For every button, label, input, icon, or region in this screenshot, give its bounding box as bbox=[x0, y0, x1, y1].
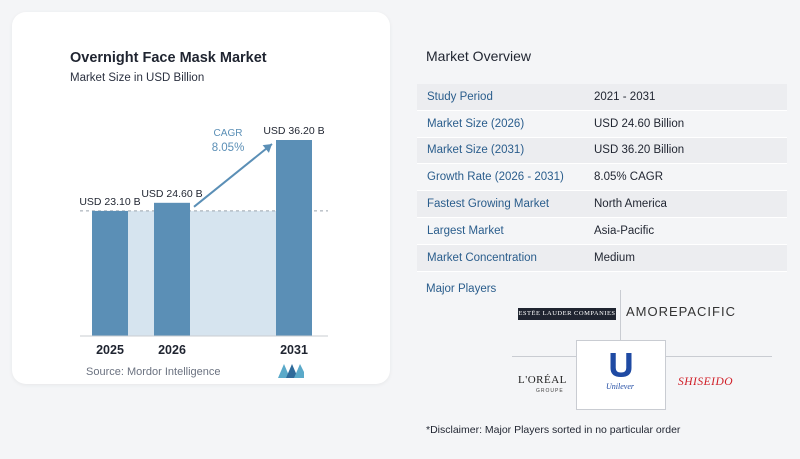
overview-key: Largest Market bbox=[427, 224, 504, 237]
overview-table: Study Period 2021 - 2031 Market Size (2026… bbox=[417, 84, 787, 272]
overview-value: Medium bbox=[594, 251, 635, 264]
bar-2031 bbox=[276, 140, 312, 336]
cagr-value: 8.05% bbox=[212, 142, 245, 154]
chart-subtitle: Market Size in USD Billion bbox=[70, 72, 205, 84]
overview-row: Market Size (2026) USD 24.60 Billion bbox=[417, 110, 787, 138]
overview-key: Market Concentration bbox=[427, 251, 537, 264]
bar-2025 bbox=[92, 210, 128, 336]
player-estee-lauder: ESTĒE LAUDER COMPANIES bbox=[518, 308, 616, 320]
mordor-logo-icon bbox=[278, 364, 304, 378]
overview-key: Growth Rate (2026 - 2031) bbox=[427, 171, 564, 184]
x-tick-2026: 2026 bbox=[158, 343, 186, 357]
source-text: Source: Mordor Intelligence bbox=[86, 366, 221, 378]
data-label-2025: USD 23.10 B bbox=[79, 196, 140, 208]
bar-2026 bbox=[154, 202, 190, 336]
overview-row: Largest Market Asia-Pacific bbox=[417, 217, 787, 245]
overview-row: Fastest Growing Market North America bbox=[417, 191, 787, 218]
overview-value: 2021 - 2031 bbox=[594, 90, 656, 103]
overview-row: Growth Rate (2026 - 2031) 8.05% CAGR bbox=[417, 164, 787, 192]
players-grid: ESTĒE LAUDER COMPANIES AMOREPACIFIC L'OR… bbox=[512, 290, 772, 410]
overview-value: 8.05% CAGR bbox=[594, 171, 664, 184]
overview-key: Fastest Growing Market bbox=[427, 198, 550, 211]
players-title: Major Players bbox=[426, 283, 497, 295]
overview-value: USD 24.60 Billion bbox=[594, 117, 685, 130]
overview-key: Market Size (2026) bbox=[427, 117, 525, 130]
player-shiseido: SHISEIDO bbox=[678, 376, 734, 388]
overview-key: Study Period bbox=[427, 90, 493, 103]
cagr-arrow-head-icon bbox=[262, 144, 272, 153]
player-unilever: Unilever bbox=[606, 382, 634, 391]
x-tick-2025: 2025 bbox=[96, 343, 124, 357]
overview-value: North America bbox=[594, 198, 667, 211]
growth-band bbox=[128, 210, 276, 336]
overview-value: Asia-Pacific bbox=[594, 224, 655, 237]
overview-value: USD 36.20 Billion bbox=[594, 144, 685, 157]
unilever-logo-icon bbox=[610, 353, 632, 377]
overview-row: Study Period 2021 - 2031 bbox=[417, 84, 787, 111]
overview-title: Market Overview bbox=[426, 48, 532, 64]
x-tick-2031: 2031 bbox=[280, 343, 308, 357]
overview-row: Market Size (2031) USD 36.20 Billion bbox=[417, 137, 787, 165]
overview-key: Market Size (2031) bbox=[427, 144, 525, 157]
cagr-arrow-line bbox=[193, 143, 273, 208]
player-amorepacific: AMOREPACIFIC bbox=[626, 304, 736, 319]
chart-title: Overnight Face Mask Market bbox=[70, 50, 267, 66]
data-label-2031: USD 36.20 B bbox=[263, 125, 324, 137]
overview-row: Market Concentration Medium bbox=[417, 244, 787, 272]
disclaimer-text: *Disclaimer: Major Players sorted in no … bbox=[426, 424, 681, 436]
cagr-label: CAGR bbox=[214, 128, 243, 139]
data-label-2026: USD 24.60 B bbox=[141, 188, 202, 200]
player-loreal: L'ORÉAL bbox=[518, 374, 567, 386]
player-loreal-groupe: GROUPE bbox=[536, 388, 564, 394]
